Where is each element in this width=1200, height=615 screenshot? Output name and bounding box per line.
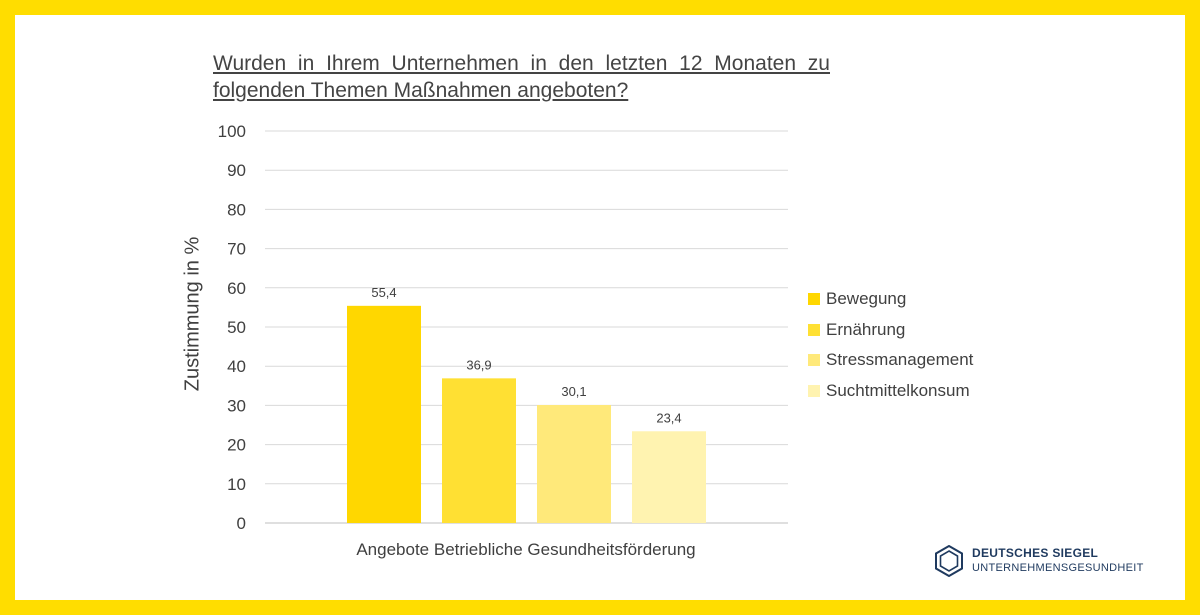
y-tick-label: 30	[227, 396, 246, 415]
legend-swatch	[808, 323, 820, 336]
y-tick-label: 80	[227, 200, 246, 219]
data-label: 55,4	[371, 285, 396, 300]
bar-suchtmittelkonsum	[632, 431, 706, 523]
brand-line-1: DEUTSCHES SIEGEL	[972, 546, 1099, 560]
legend-label: Suchtmittelkonsum	[826, 380, 970, 400]
bar-bewegung	[347, 305, 421, 523]
legend-label: Bewegung	[826, 289, 907, 309]
y-tick-label: 20	[227, 436, 246, 455]
chart-title: Wurden in Ihrem Unternehmen in den letzt…	[213, 52, 830, 102]
legend-label: Stressmanagement	[826, 350, 974, 370]
legend-label: Ernährung	[826, 319, 906, 339]
y-tick-label: 70	[227, 240, 246, 259]
data-label: 23,4	[656, 410, 681, 425]
legend-item: Suchtmittelkonsum	[808, 376, 973, 407]
y-tick-label: 10	[227, 475, 246, 494]
x-category-label: Angebote Betriebliche Gesundheitsförderu…	[356, 540, 695, 559]
gridlines	[265, 130, 788, 524]
y-tick-label: 90	[227, 161, 246, 180]
legend-swatch	[808, 293, 820, 306]
y-tick-label: 50	[227, 318, 246, 337]
y-tick-label: 60	[227, 279, 246, 298]
legend-item: Bewegung	[808, 284, 973, 315]
legend-swatch	[808, 354, 820, 367]
bars	[347, 305, 706, 523]
data-labels: 55,4 36,9 30,1 23,4	[371, 285, 681, 425]
data-label: 36,9	[466, 357, 491, 372]
y-tick-label: 100	[218, 122, 246, 141]
y-tick-labels: 0 10 20 30 40 50 60 70 80 90 100	[218, 122, 246, 533]
legend-item: Stressmanagement	[808, 345, 973, 376]
legend-item: Ernährung	[808, 315, 973, 346]
legend: Bewegung Ernährung Stressmanagement Such…	[808, 284, 973, 406]
brand-logo: DEUTSCHES SIEGEL UNTERNEHMENSGESUNDHEIT	[934, 545, 1144, 577]
legend-swatch	[808, 384, 820, 397]
y-tick-label: 0	[237, 514, 246, 533]
brand-line-2: UNTERNEHMENSGESUNDHEIT	[972, 562, 1144, 574]
y-tick-label: 40	[227, 357, 246, 376]
bar-ernährung	[442, 378, 516, 523]
hexagon-logo-icon	[935, 545, 963, 577]
bar-stressmanagement	[537, 405, 611, 523]
data-label: 30,1	[561, 384, 586, 399]
